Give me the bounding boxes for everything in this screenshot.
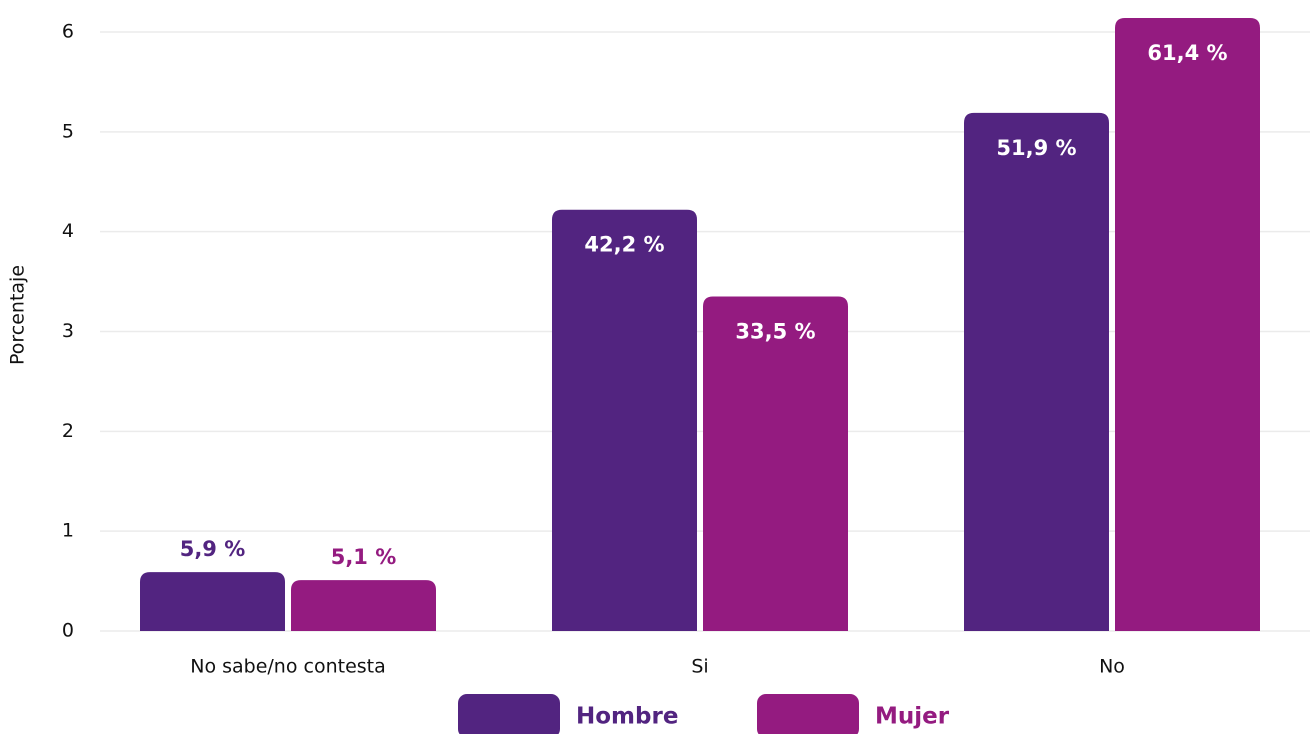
bar — [140, 572, 285, 631]
y-tick-label: 5 — [62, 120, 74, 142]
x-tick-label: No sabe/no contesta — [190, 656, 386, 678]
bar — [1115, 18, 1260, 632]
y-tick-label: 1 — [62, 520, 74, 542]
y-tick-label: 3 — [62, 320, 74, 342]
bar — [964, 112, 1109, 632]
x-tick-label: Si — [691, 656, 708, 678]
y-tick-label: 4 — [62, 220, 74, 242]
value-label: 5,9 % — [180, 537, 246, 561]
bar — [291, 580, 436, 631]
legend-swatch — [458, 694, 560, 734]
x-tick-label: No — [1099, 656, 1125, 678]
bar — [552, 209, 697, 631]
y-tick-label: 6 — [62, 21, 74, 43]
value-label: 51,9 % — [996, 136, 1076, 160]
y-axis-label: Porcentaje — [7, 265, 29, 365]
legend-swatch — [757, 694, 859, 734]
value-label: 5,1 % — [331, 545, 397, 569]
y-tick-label: 0 — [62, 620, 74, 642]
value-label: 61,4 % — [1147, 41, 1227, 65]
bar — [703, 296, 848, 631]
legend-label: Mujer — [875, 704, 950, 730]
y-tick-label: 2 — [62, 420, 74, 442]
value-label: 33,5 % — [735, 320, 815, 344]
legend-label: Hombre — [576, 704, 678, 730]
value-label: 42,2 % — [584, 233, 664, 257]
